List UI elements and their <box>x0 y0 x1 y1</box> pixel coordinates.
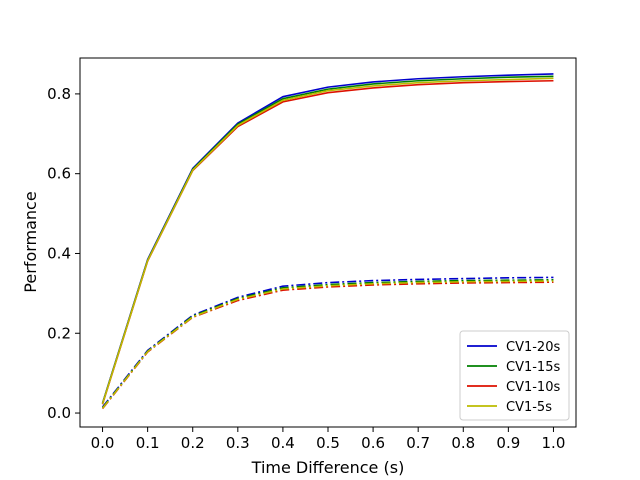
y-tick-label: 0.2 <box>47 324 71 342</box>
x-tick-label: 0.8 <box>451 434 475 452</box>
x-tick-label: 0.7 <box>406 434 430 452</box>
x-tick-label: 0.3 <box>226 434 250 452</box>
legend-label: CV1-15s <box>506 360 560 375</box>
y-tick-label: 0.4 <box>47 244 71 262</box>
x-tick-label: 0.2 <box>181 434 205 452</box>
legend-label: CV1-10s <box>506 380 560 395</box>
series-line-cv1-5s-dashdot <box>101 280 554 409</box>
y-axis-ticks: 0.0 0.2 0.4 0.6 0.8 <box>47 85 80 422</box>
legend-label: CV1-5s <box>506 400 552 415</box>
series-line-cv1-5s <box>101 77 554 405</box>
x-tick-label: 0.1 <box>136 434 160 452</box>
legend-box <box>459 330 570 421</box>
y-tick-label: 0.6 <box>47 165 71 183</box>
x-axis-ticks: 0.0 0.1 0.2 0.3 0.4 0.5 0.6 0.7 0.8 0.9 1.0 <box>91 427 566 452</box>
x-tick-label: 0.6 <box>361 434 385 452</box>
y-axis-label: Performance <box>21 191 40 292</box>
x-tick-label: 1.0 <box>542 434 566 452</box>
legend-label: CV1-20s <box>506 340 560 355</box>
y-tick-label: 0.8 <box>47 85 71 103</box>
x-axis-label: Time Difference (s) <box>251 458 405 477</box>
series-lines <box>101 73 554 410</box>
x-tick-label: 0.9 <box>496 434 520 452</box>
y-tick-label: 0.0 <box>47 404 71 422</box>
x-tick-label: 0.4 <box>271 434 295 452</box>
x-tick-label: 0.5 <box>316 434 340 452</box>
x-tick-label: 0.0 <box>91 434 115 452</box>
legend: CV1-20s CV1-15s CV1-10s CV1-5s <box>459 330 570 421</box>
plot-frame <box>79 57 577 428</box>
